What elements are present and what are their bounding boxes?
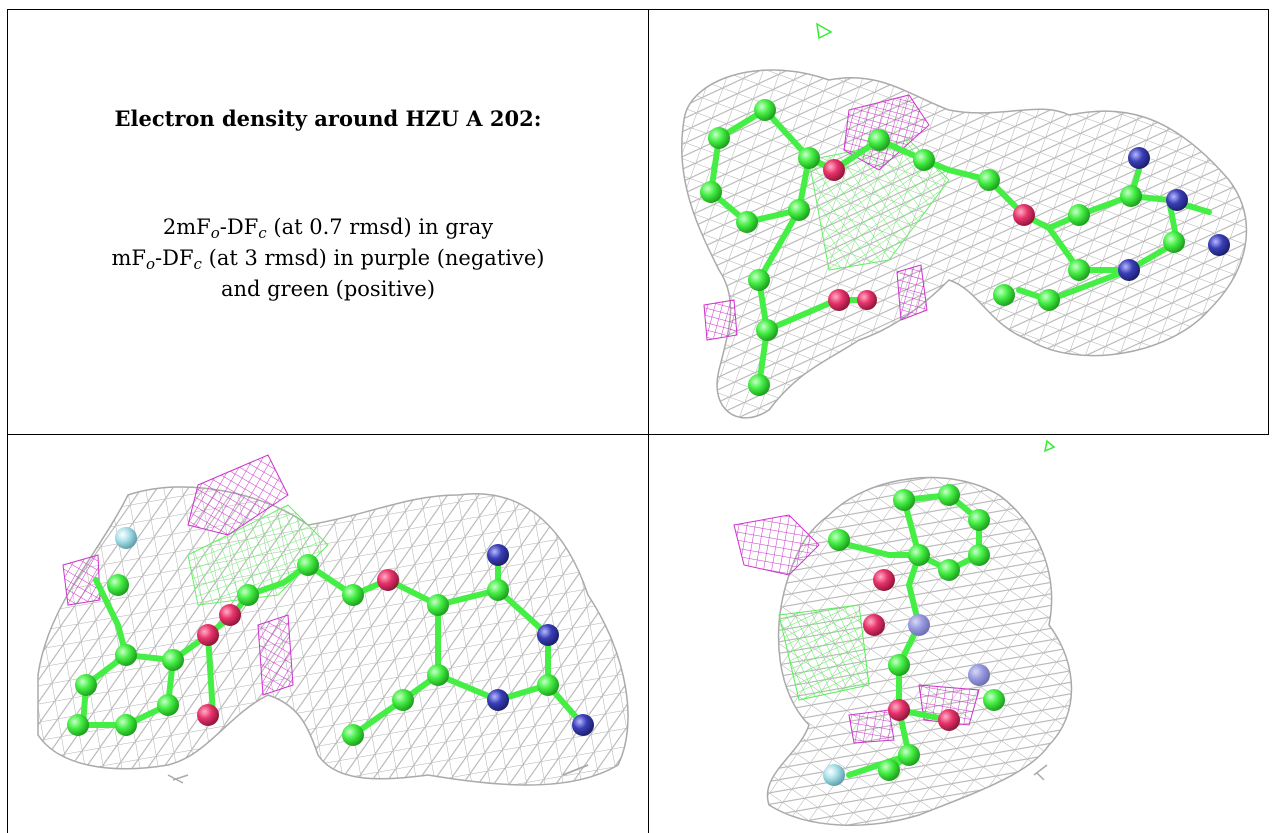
legend-line-2fofc: 2mFo-DFc (at 0.7 rmsd) in gray — [162, 215, 494, 242]
density-view-top-right — [649, 10, 1268, 434]
molecule-render — [37, 454, 629, 786]
caption-cell: Electron density around HZU A 202: 2mFo-… — [8, 10, 648, 434]
density-view-bottom-left — [8, 435, 648, 833]
caption-legend: 2mFo-DFc (at 0.7 rmsd) in gray mFo-DFc (… — [8, 212, 648, 305]
legend-line-positive: and green (positive) — [220, 277, 436, 301]
molecule-render — [733, 439, 1073, 826]
caption-title: Electron density around HZU A 202: — [114, 106, 542, 131]
table-divider-horizontal — [7, 434, 1269, 435]
table-border-right — [1268, 9, 1269, 435]
molecule-render — [680, 22, 1248, 419]
density-view-bottom-right — [649, 435, 1268, 833]
legend-line-fofc: mFo-DFc (at 3 rmsd) in purple (negative) — [111, 246, 545, 273]
table-border-top — [7, 9, 1269, 10]
table-divider-vertical — [648, 9, 649, 833]
table-border-left — [7, 9, 8, 833]
